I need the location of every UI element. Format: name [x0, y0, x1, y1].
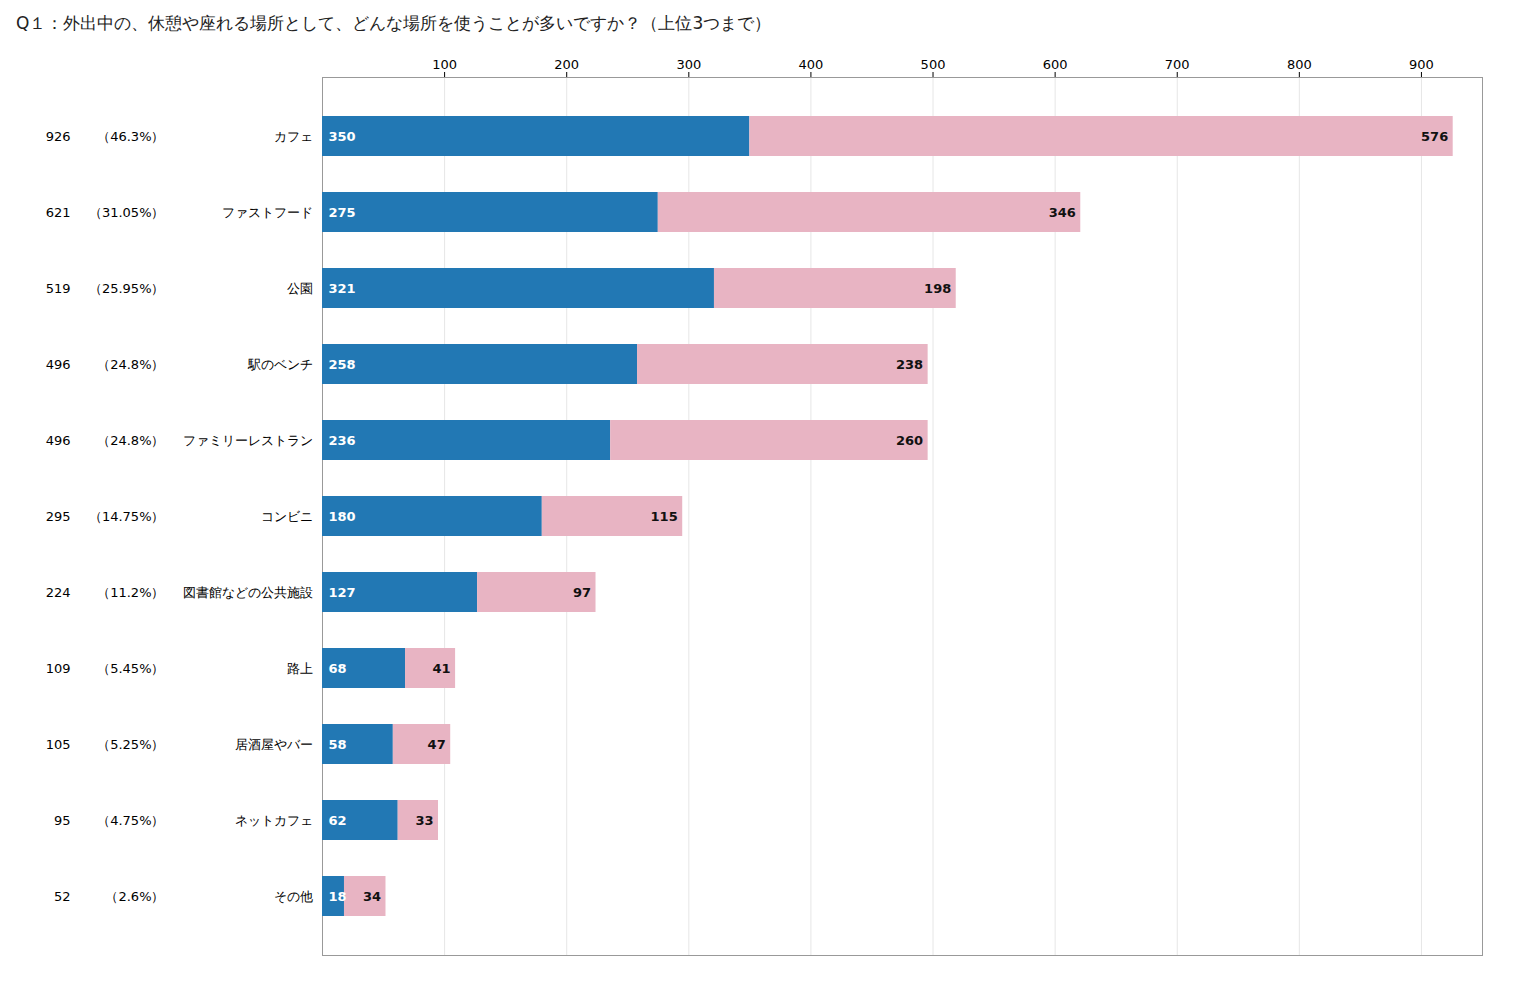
svg-text:18: 18 — [329, 889, 347, 904]
svg-text:496: 496 — [46, 433, 71, 448]
svg-text:900: 900 — [1409, 57, 1434, 72]
svg-text:68: 68 — [329, 661, 347, 676]
svg-text:258: 258 — [329, 357, 356, 372]
svg-text:（14.75%）: （14.75%） — [89, 509, 165, 524]
svg-text:496: 496 — [46, 357, 71, 372]
svg-text:（46.3%）: （46.3%） — [97, 129, 164, 144]
svg-text:200: 200 — [554, 57, 579, 72]
svg-text:34: 34 — [363, 889, 381, 904]
svg-text:576: 576 — [1421, 129, 1448, 144]
svg-text:109: 109 — [46, 661, 71, 676]
svg-text:97: 97 — [573, 585, 591, 600]
svg-text:47: 47 — [428, 737, 446, 752]
svg-text:ファミリーレストラン: ファミリーレストラン — [183, 433, 313, 448]
svg-text:95: 95 — [54, 813, 71, 828]
svg-text:ネットカフェ: ネットカフェ — [235, 813, 313, 828]
svg-text:ファストフード: ファストフード — [222, 205, 313, 220]
svg-text:図書館などの公共施設: 図書館などの公共施設 — [183, 585, 313, 600]
svg-text:275: 275 — [329, 205, 356, 220]
svg-text:（5.45%）: （5.45%） — [97, 661, 164, 676]
svg-text:その他: その他 — [274, 889, 313, 904]
svg-text:（24.8%）: （24.8%） — [97, 433, 164, 448]
svg-text:260: 260 — [896, 433, 923, 448]
svg-text:519: 519 — [46, 281, 71, 296]
svg-text:346: 346 — [1049, 205, 1076, 220]
svg-text:224: 224 — [46, 585, 71, 600]
svg-text:カフェ: カフェ — [274, 129, 313, 144]
html-text:Q１：外出中の、休憩や座れる場所として、どんな場所を使うこと: Q１：外出中の、休憩や座れる場所として、どんな場所を使うことが多いですか？（上位… — [16, 13, 772, 33]
svg-text:（5.25%）: （5.25%） — [97, 737, 164, 752]
svg-text:（25.95%）: （25.95%） — [89, 281, 165, 296]
svg-text:41: 41 — [433, 661, 451, 676]
svg-text:62: 62 — [329, 813, 347, 828]
svg-text:350: 350 — [329, 129, 356, 144]
svg-text:52: 52 — [54, 889, 71, 904]
svg-text:300: 300 — [676, 57, 701, 72]
svg-text:公園: 公園 — [287, 281, 313, 296]
svg-text:236: 236 — [329, 433, 356, 448]
svg-text:621: 621 — [46, 205, 71, 220]
svg-text:926: 926 — [46, 129, 71, 144]
svg-text:105: 105 — [46, 737, 71, 752]
svg-text:198: 198 — [924, 281, 951, 296]
svg-text:（11.2%）: （11.2%） — [97, 585, 164, 600]
svg-text:（24.8%）: （24.8%） — [97, 357, 164, 372]
svg-text:58: 58 — [329, 737, 347, 752]
svg-text:コンビニ: コンビニ — [261, 509, 313, 524]
svg-text:180: 180 — [329, 509, 356, 524]
svg-text:238: 238 — [896, 357, 923, 372]
svg-text:居酒屋やバー: 居酒屋やバー — [235, 737, 313, 752]
svg-text:駅のベンチ: 駅のベンチ — [247, 357, 313, 372]
svg-text:127: 127 — [329, 585, 356, 600]
svg-text:（4.75%）: （4.75%） — [97, 813, 164, 828]
svg-text:500: 500 — [921, 57, 946, 72]
svg-text:（31.05%）: （31.05%） — [89, 205, 165, 220]
svg-text:100: 100 — [432, 57, 457, 72]
svg-text:115: 115 — [651, 509, 678, 524]
svg-text:400: 400 — [799, 57, 824, 72]
svg-text:33: 33 — [415, 813, 433, 828]
svg-text:（2.6%）: （2.6%） — [105, 889, 164, 904]
svg-text:路上: 路上 — [287, 661, 313, 676]
svg-text:600: 600 — [1043, 57, 1068, 72]
svg-text:321: 321 — [329, 281, 356, 296]
svg-text:700: 700 — [1165, 57, 1190, 72]
svg-text:295: 295 — [46, 509, 71, 524]
svg-text:800: 800 — [1287, 57, 1312, 72]
